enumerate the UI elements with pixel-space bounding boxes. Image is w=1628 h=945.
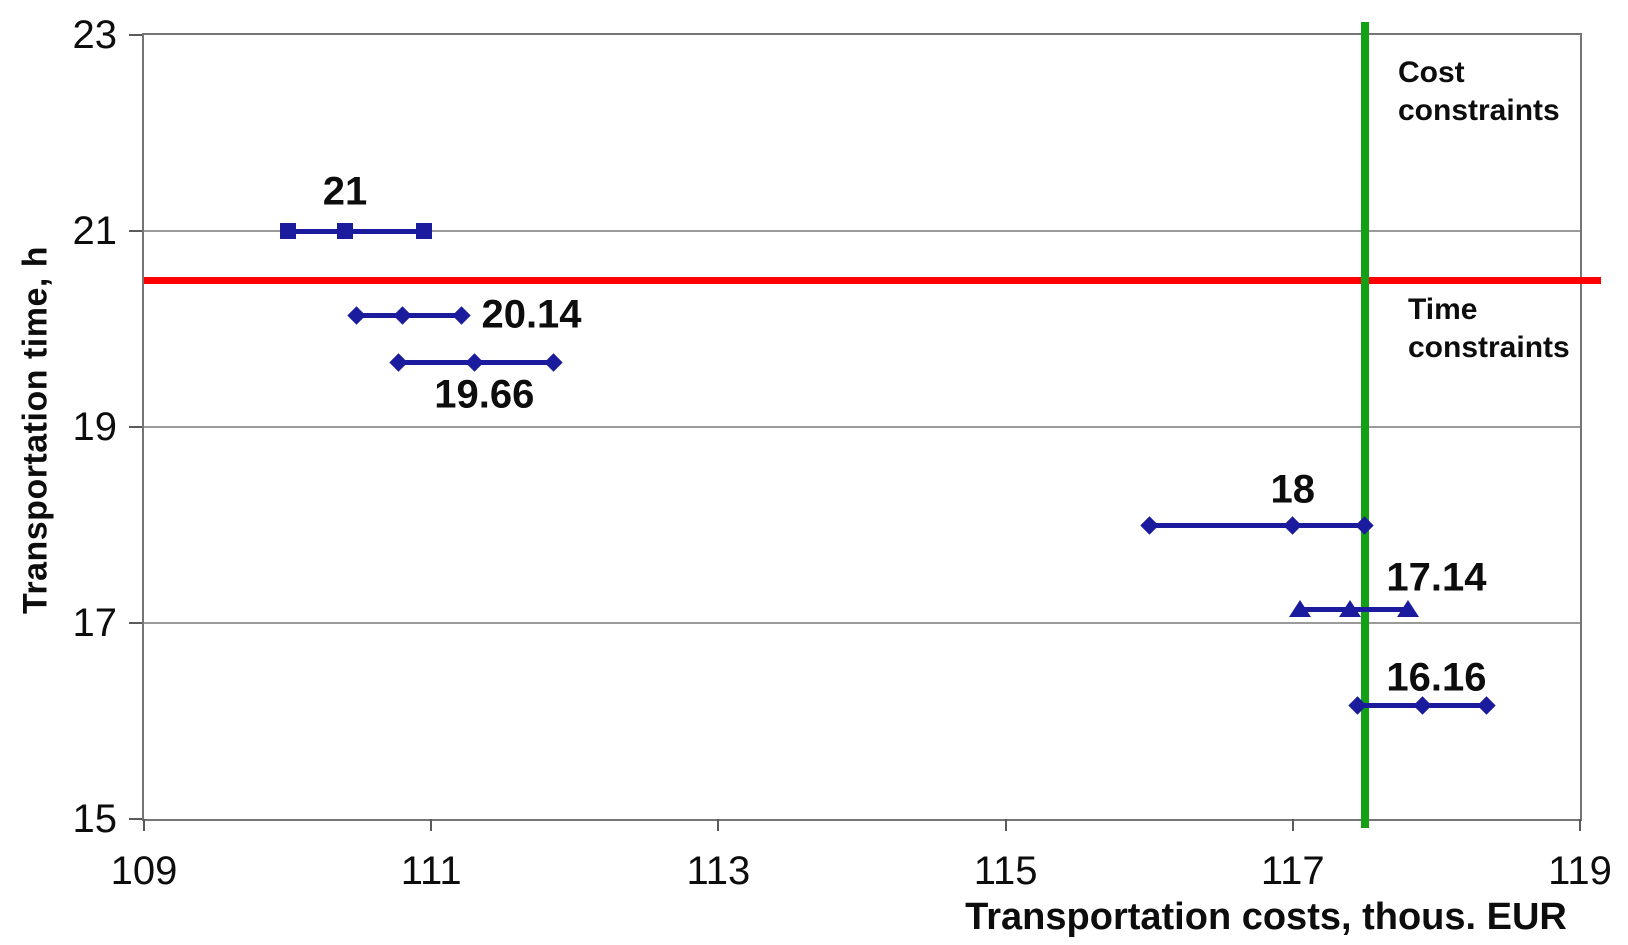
triangle-marker <box>1396 600 1419 618</box>
diamond-marker <box>1283 515 1302 535</box>
triangle-marker <box>1339 600 1362 618</box>
diamond-marker <box>452 306 471 325</box>
diamond-marker <box>544 353 563 372</box>
plot-area: 15 17 19 21 23 109 111 113 115 117 119 21 20.14 19.66… <box>73 14 1612 893</box>
time-constraints-label: Time constraints <box>1408 291 1570 367</box>
y-tick-label: 15 <box>72 797 118 841</box>
series-segment-21 <box>287 229 424 234</box>
h-gridline <box>144 622 1580 624</box>
x-tick-label: 113 <box>686 849 751 893</box>
cost-constraints-line1: Cost <box>1398 56 1465 89</box>
y-tickmark <box>129 818 142 820</box>
series-label-17.14: 17.14 <box>1386 555 1487 600</box>
x-axis-title: Transportation costs, thous. EUR <box>965 896 1567 938</box>
series-segment-18 <box>1149 523 1365 528</box>
x-tick-label: 115 <box>973 849 1038 893</box>
series-label-18: 18 <box>1270 467 1316 512</box>
y-tick-label: 17 <box>72 601 118 645</box>
h-gridline <box>144 230 1580 232</box>
series-label-16.16: 16.16 <box>1386 655 1487 700</box>
y-tickmark <box>129 230 142 232</box>
diamond-marker <box>1355 515 1374 535</box>
cost-constraint-line <box>1360 22 1369 828</box>
series-label-21: 21 <box>322 169 368 214</box>
time-constraints-line2: constraints <box>1408 331 1570 364</box>
y-tick-label: 19 <box>72 405 118 449</box>
x-tickmark <box>1004 819 1007 831</box>
diamond-marker <box>347 306 366 325</box>
h-gridline <box>144 426 1580 428</box>
y-tickmark <box>129 426 142 428</box>
time-constraint-line <box>144 277 1601 284</box>
x-tick-label: 119 <box>1548 849 1612 893</box>
x-tick-label: 117 <box>1260 849 1325 893</box>
triangle-marker <box>1288 600 1311 618</box>
diamond-marker <box>465 353 484 372</box>
y-tickmark <box>129 34 142 36</box>
x-tick-label: 109 <box>110 849 178 893</box>
y-tickmark <box>129 622 142 624</box>
x-tickmark <box>430 819 433 831</box>
square-marker <box>337 223 354 239</box>
x-tickmark <box>143 819 145 831</box>
series-label-20.14: 20.14 <box>481 292 582 337</box>
x-tickmark <box>1291 819 1294 831</box>
diamond-marker <box>388 353 408 372</box>
y-tick-label: 23 <box>72 13 118 57</box>
y-tick-label: 21 <box>72 209 118 253</box>
square-marker <box>279 223 296 239</box>
diamond-marker <box>1139 515 1159 535</box>
cost-constraints-label: Cost constraints <box>1398 54 1560 130</box>
x-tickmark <box>1579 819 1581 831</box>
square-marker <box>416 223 433 239</box>
time-constraints-line1: Time <box>1408 293 1478 326</box>
cost-constraints-line2: constraints <box>1398 94 1560 127</box>
x-tick-label: 111 <box>400 849 462 893</box>
x-tickmark <box>717 819 720 831</box>
diamond-marker <box>393 306 412 325</box>
series-label-19.66: 19.66 <box>434 372 535 417</box>
